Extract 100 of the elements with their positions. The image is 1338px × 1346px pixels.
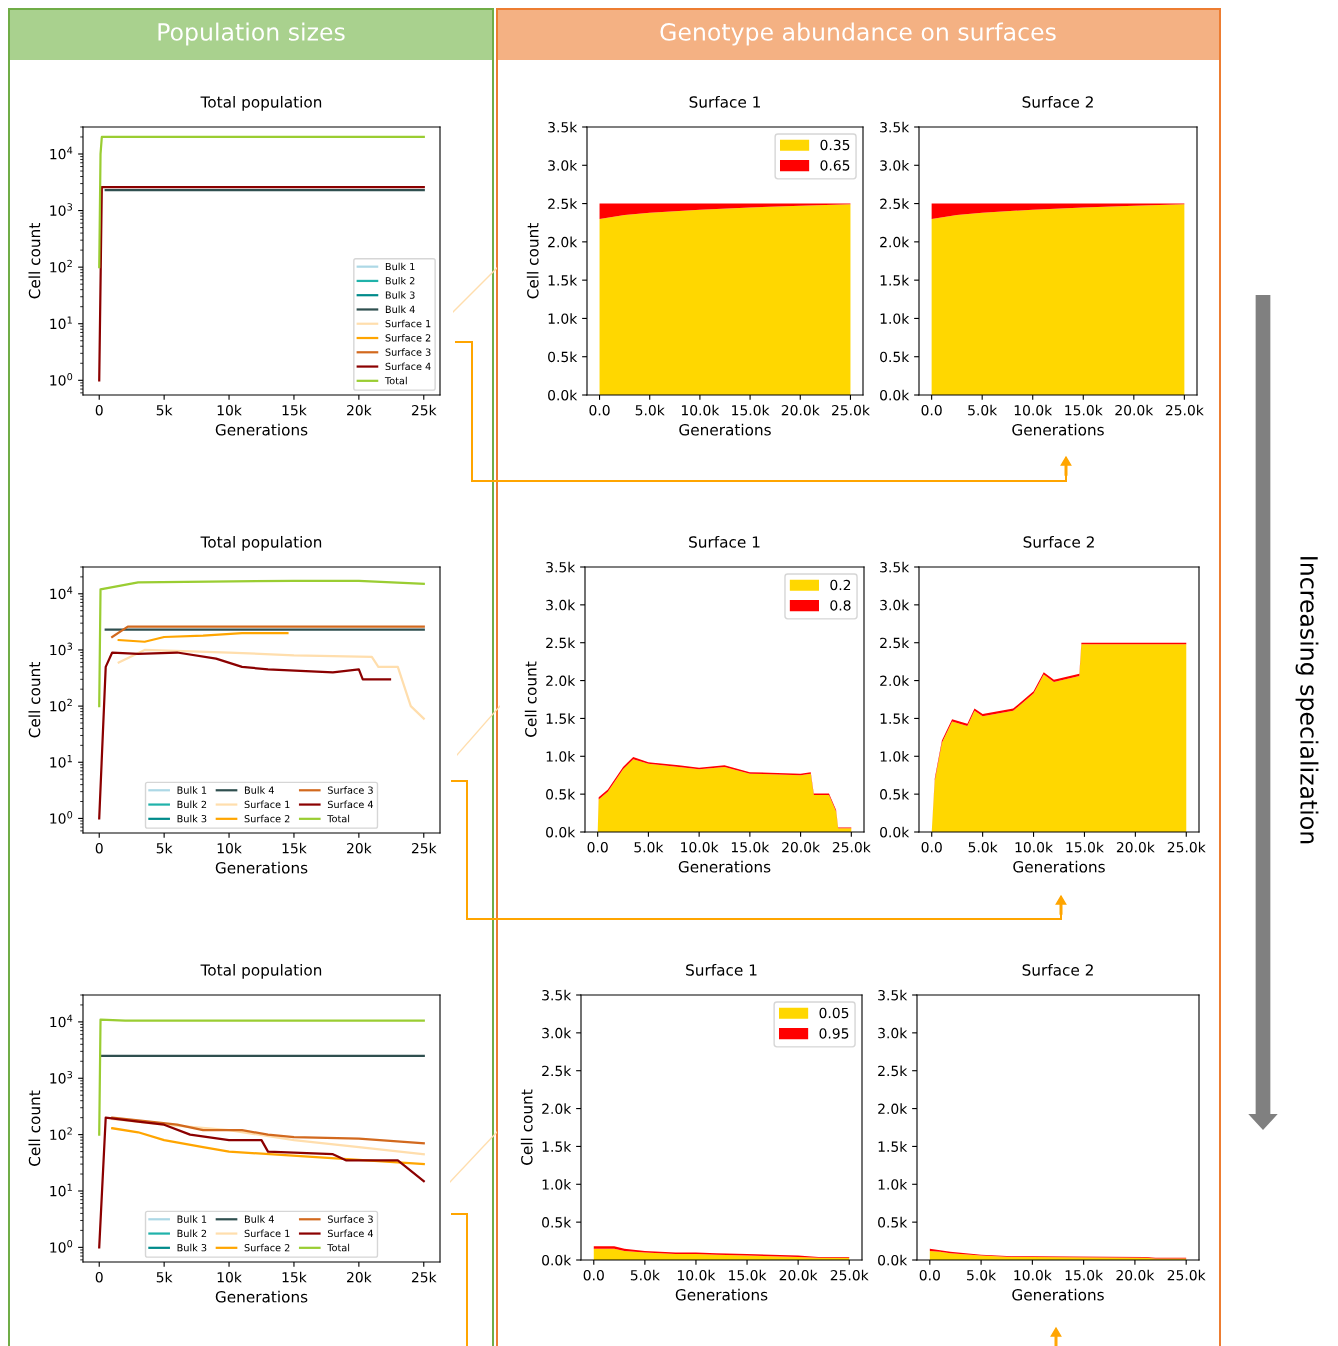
legend-label: 0.65 — [820, 160, 850, 171]
y-tick-label: 0.0k — [880, 389, 910, 401]
x-tick-label: 5.0k — [635, 404, 665, 416]
line-series — [117, 631, 289, 643]
x-tick-label: 0.0 — [921, 404, 942, 416]
y-tick-label: 3.5k — [880, 121, 910, 133]
y-tick-label: 3.5k — [548, 121, 578, 133]
y-tick-label: 2.5k — [546, 637, 576, 649]
x-tick-label: 10.0k — [1014, 404, 1053, 416]
x-tick-label: 5.0k — [968, 841, 998, 853]
x-tick-label: 25.0k — [1167, 1269, 1206, 1281]
y-tick-label: 1.0k — [880, 313, 910, 324]
y-tick-label: 10$^{0}$ — [50, 1240, 73, 1253]
y-tick-label: 10$^{0}$ — [50, 811, 73, 824]
x-tick-label: 20k — [347, 404, 372, 416]
x-tick-label: 15k — [282, 404, 307, 416]
x-tick-label: 10.0k — [1015, 841, 1053, 853]
x-tick-label: 20k — [347, 1271, 372, 1283]
line-series — [98, 579, 425, 708]
legend-label: 0.35 — [820, 139, 850, 151]
x-tick-label: 20.0k — [1116, 1269, 1155, 1281]
y-tick-label: 10$^{1}$ — [50, 316, 72, 330]
x-tick-label: 25k — [411, 1271, 437, 1283]
y-tick-label: 2.5k — [548, 198, 578, 210]
y-tick-label: 10$^{4}$ — [50, 586, 73, 600]
y-tick-label: 10$^{0}$ — [50, 372, 73, 386]
x-tick-label: 15k — [282, 842, 307, 854]
legend-label: Bulk 4 — [385, 305, 415, 314]
legend-label: Bulk 4 — [244, 786, 274, 794]
x-tick-label: 15.0k — [731, 841, 770, 853]
x-axis-title: Generations — [675, 1288, 768, 1301]
line-series — [117, 648, 425, 720]
x-tick-label: 0 — [95, 404, 103, 416]
x-tick-label: 25k — [411, 404, 437, 416]
x-tick-label: 10.0k — [678, 1269, 716, 1281]
chart-title: Surface 2 — [1022, 95, 1093, 108]
y-tick-label: 0.0k — [880, 826, 910, 838]
y-tick-label: 0.0k — [548, 389, 578, 401]
x-tick-label: 0.0 — [589, 404, 610, 416]
x-tick-label: 15.0k — [732, 404, 770, 416]
y-axis-title: Cell count — [28, 662, 41, 738]
y-tick-label: 3.5k — [878, 989, 908, 1001]
y-axis-title: Cell count — [520, 1089, 533, 1165]
x-axis-title: Generations — [215, 423, 308, 436]
x-axis-title: Generations — [1012, 423, 1104, 436]
x-tick-label: 15.0k — [1066, 841, 1104, 853]
x-tick-label: 25.0k — [1165, 404, 1204, 416]
x-axis-title: Generations — [679, 423, 771, 436]
x-tick-label: 15.0k — [1065, 404, 1103, 416]
x-tick-label: 10k — [217, 404, 242, 416]
x-tick-label: 20.0k — [782, 841, 821, 853]
y-tick-label: 3.0k — [542, 1027, 572, 1039]
chart-title: Total population — [200, 535, 322, 551]
x-tick-label: 5.0k — [968, 404, 998, 416]
legend-label: 0.2 — [830, 579, 851, 591]
legend-label: 0.8 — [830, 600, 851, 611]
x-tick-label: 0.0 — [921, 841, 942, 853]
text: Population sizes — [158, 22, 345, 46]
x-tick-label: 25k — [411, 842, 437, 854]
x-tick-label: 25.0k — [830, 1269, 869, 1281]
chart-title: Total population — [200, 95, 322, 111]
x-tick-label: 5.0k — [630, 1269, 660, 1281]
legend-label: Bulk 4 — [244, 1215, 274, 1223]
y-tick-label: 0.0k — [542, 1254, 572, 1266]
y-tick-label: 10$^{2}$ — [50, 259, 72, 273]
y-tick-label: 0.5k — [548, 351, 578, 363]
x-tick-label: 5k — [156, 404, 173, 416]
y-tick-label: 0.5k — [880, 788, 910, 800]
x-tick-label: 5.0k — [634, 841, 664, 853]
x-tick-label: 10k — [217, 842, 242, 854]
x-tick-label: 10.0k — [681, 404, 720, 416]
y-tick-label: 1.0k — [546, 751, 576, 762]
y-tick-label: 10$^{1}$ — [50, 755, 72, 768]
x-tick-label: 15.0k — [1065, 1269, 1104, 1281]
x-tick-label: 0 — [95, 1271, 103, 1283]
legend-label: Surface 1 — [244, 1229, 290, 1238]
legend-label: Surface 3 — [385, 348, 431, 356]
y-tick-label: 1.5k — [880, 713, 910, 724]
legend-label: Bulk 2 — [177, 800, 207, 809]
x-tick-label: 0.0 — [587, 841, 608, 853]
x-tick-label: 20.0k — [779, 1269, 818, 1281]
legend-label: Surface 3 — [327, 1215, 373, 1223]
legend-label: Surface 4 — [327, 800, 374, 809]
text: Genotype abundance on surfaces — [660, 22, 1056, 46]
y-tick-label: 3.0k — [546, 599, 576, 611]
y-tick-label: 3.0k — [880, 599, 910, 611]
line-series — [111, 1127, 425, 1166]
text: Increasing specialization — [1295, 557, 1319, 844]
x-axis-title: Generations — [215, 1290, 308, 1303]
y-tick-label: 2.0k — [548, 236, 578, 248]
y-tick-label: 1.5k — [880, 274, 910, 286]
y-tick-label: 1.0k — [542, 1179, 572, 1190]
legend-label: Total — [327, 1243, 350, 1252]
chart-title: Surface 2 — [1022, 963, 1093, 976]
y-tick-label: 10$^{2}$ — [50, 1127, 72, 1140]
legend-label: Bulk 3 — [385, 291, 415, 299]
y-axis-title: Cell count — [524, 661, 537, 737]
legend-label: 0.95 — [819, 1028, 849, 1039]
legend-label: Total — [327, 814, 350, 823]
x-tick-label: 10.0k — [681, 841, 719, 853]
